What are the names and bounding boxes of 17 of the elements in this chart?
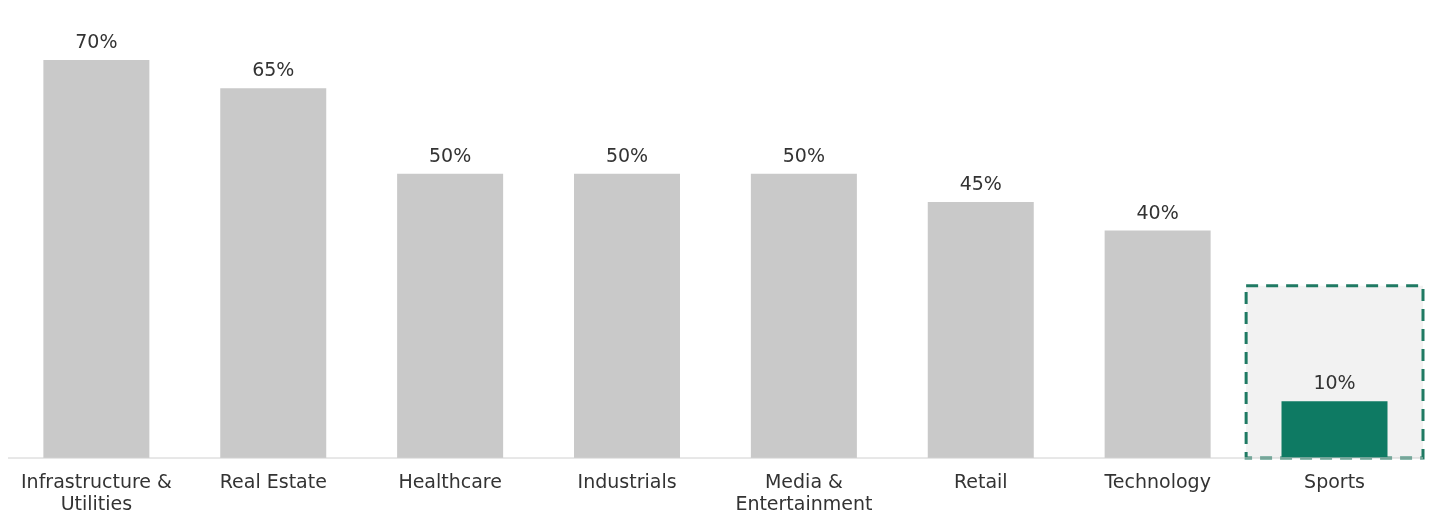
x-tick-label: Sports [1304, 470, 1366, 492]
x-tick-label: Real Estate [219, 470, 327, 492]
data-label: 50% [429, 143, 472, 166]
data-label: 50% [782, 143, 825, 166]
x-tick-label: Retail [953, 470, 1008, 492]
x-tick-label: Media & Entertainment [735, 470, 873, 514]
bar [1281, 401, 1388, 458]
data-label: 40% [1136, 200, 1179, 223]
data-label: 10% [1313, 371, 1356, 394]
data-label: 70% [75, 29, 118, 52]
data-label: 65% [252, 58, 295, 81]
x-tick-label: Infrastructure & Utilities [21, 470, 173, 514]
x-tick-label: Technology [1103, 470, 1211, 492]
x-tick-label: Industrials [577, 470, 677, 492]
x-tick-label: Healthcare [398, 470, 502, 492]
data-label: 45% [959, 172, 1002, 195]
data-label: 50% [605, 143, 649, 166]
